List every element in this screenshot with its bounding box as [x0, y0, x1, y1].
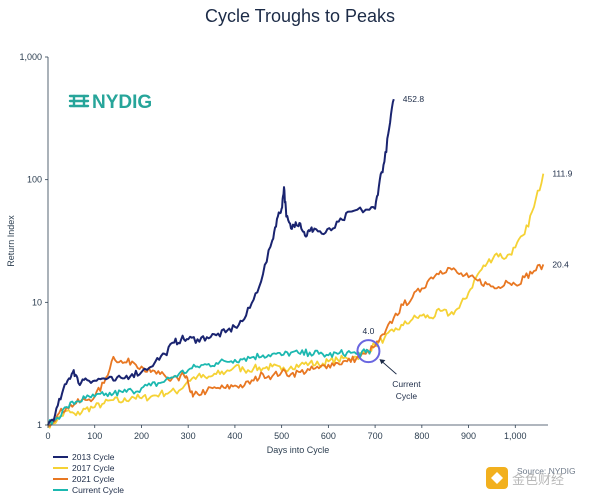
nydig-logo-icon	[68, 94, 90, 108]
end-label-3: 20.4	[552, 259, 569, 269]
y-ticks: 1 10 100 1,000	[19, 52, 48, 430]
current-cycle-label-line2: Cycle	[396, 391, 418, 401]
watermark-logo: 金色财经	[486, 467, 564, 489]
chart-title: Cycle Troughs to Peaks	[204, 6, 396, 26]
source-text: Source: NYDIG	[517, 466, 576, 476]
y-tick-label: 10	[32, 297, 42, 307]
series-line-3	[47, 263, 545, 427]
current-cycle-arrowhead	[379, 359, 386, 365]
nydig-logo-text: NYDIG	[92, 92, 152, 113]
current-cycle-circle	[356, 339, 381, 364]
x-tick-label: 200	[134, 431, 149, 441]
x-tick-label: 1,000	[504, 431, 527, 441]
y-tick-label: 1,000	[19, 52, 42, 62]
x-tick-label: 700	[368, 431, 383, 441]
x-ticks: 0 100 200 300 400 500 600 700 800 900 1,000	[45, 425, 527, 441]
current-value-label: 4.0	[363, 326, 375, 336]
legend-label-3: 2021 Cycle	[72, 474, 115, 484]
series-layer	[47, 98, 545, 429]
y-tick-label: 100	[27, 175, 42, 185]
axes	[47, 57, 548, 426]
x-tick-label: 300	[181, 431, 196, 441]
x-tick-label: 0	[45, 431, 50, 441]
series-line-1	[47, 98, 395, 426]
nydig-logo: NYDIG	[68, 92, 152, 113]
watermark-text: 金色财经	[512, 472, 564, 487]
x-tick-label: 900	[461, 431, 476, 441]
y-tick-label: 1	[37, 420, 42, 430]
end-label-2: 111.9	[552, 169, 572, 179]
x-axis-label: Days into Cycle	[267, 445, 330, 455]
x-tick-label: 800	[414, 431, 429, 441]
current-cycle-label-line1: Current	[392, 379, 421, 389]
series-line-4	[47, 348, 372, 426]
x-tick-label: 100	[87, 431, 102, 441]
y-axis-label: Return Index	[6, 215, 16, 267]
legend-label-4: Current Cycle	[72, 485, 124, 495]
legend-label-2: 2017 Cycle	[72, 463, 115, 473]
series-line-2	[47, 173, 545, 429]
end-labels: 452.8 111.9 20.4 4.0	[363, 94, 573, 336]
x-tick-label: 600	[321, 431, 336, 441]
x-tick-label: 400	[227, 431, 242, 441]
x-tick-label: 500	[274, 431, 289, 441]
end-label-1: 452.8	[403, 94, 425, 104]
legend-label-1: 2013 Cycle	[72, 452, 115, 462]
